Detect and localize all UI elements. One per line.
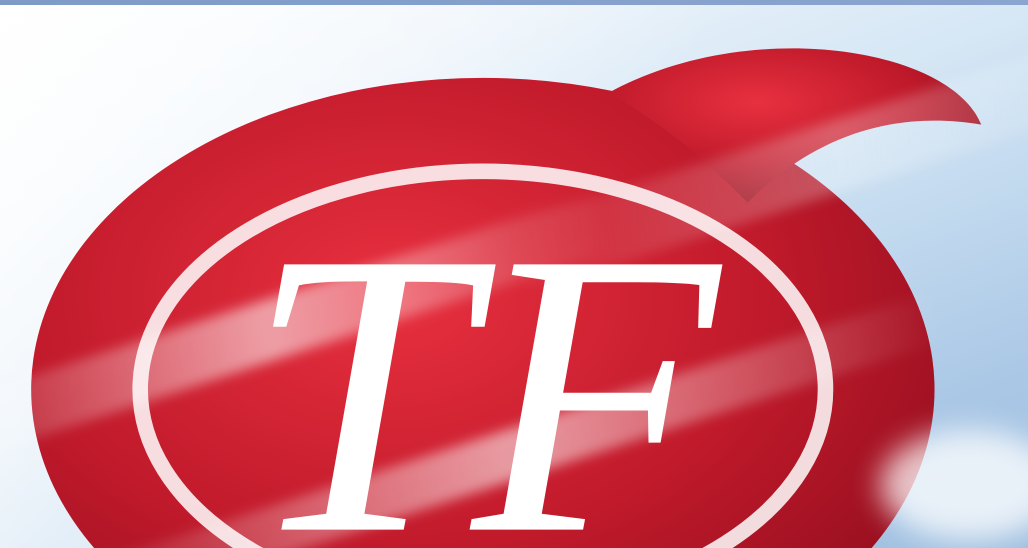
left-border-bar <box>0 0 30 548</box>
logo-oval <box>31 77 935 548</box>
background-cloud <box>880 430 1028 540</box>
top-border-bar <box>0 0 1028 5</box>
logo-swirl-tail <box>607 48 982 203</box>
